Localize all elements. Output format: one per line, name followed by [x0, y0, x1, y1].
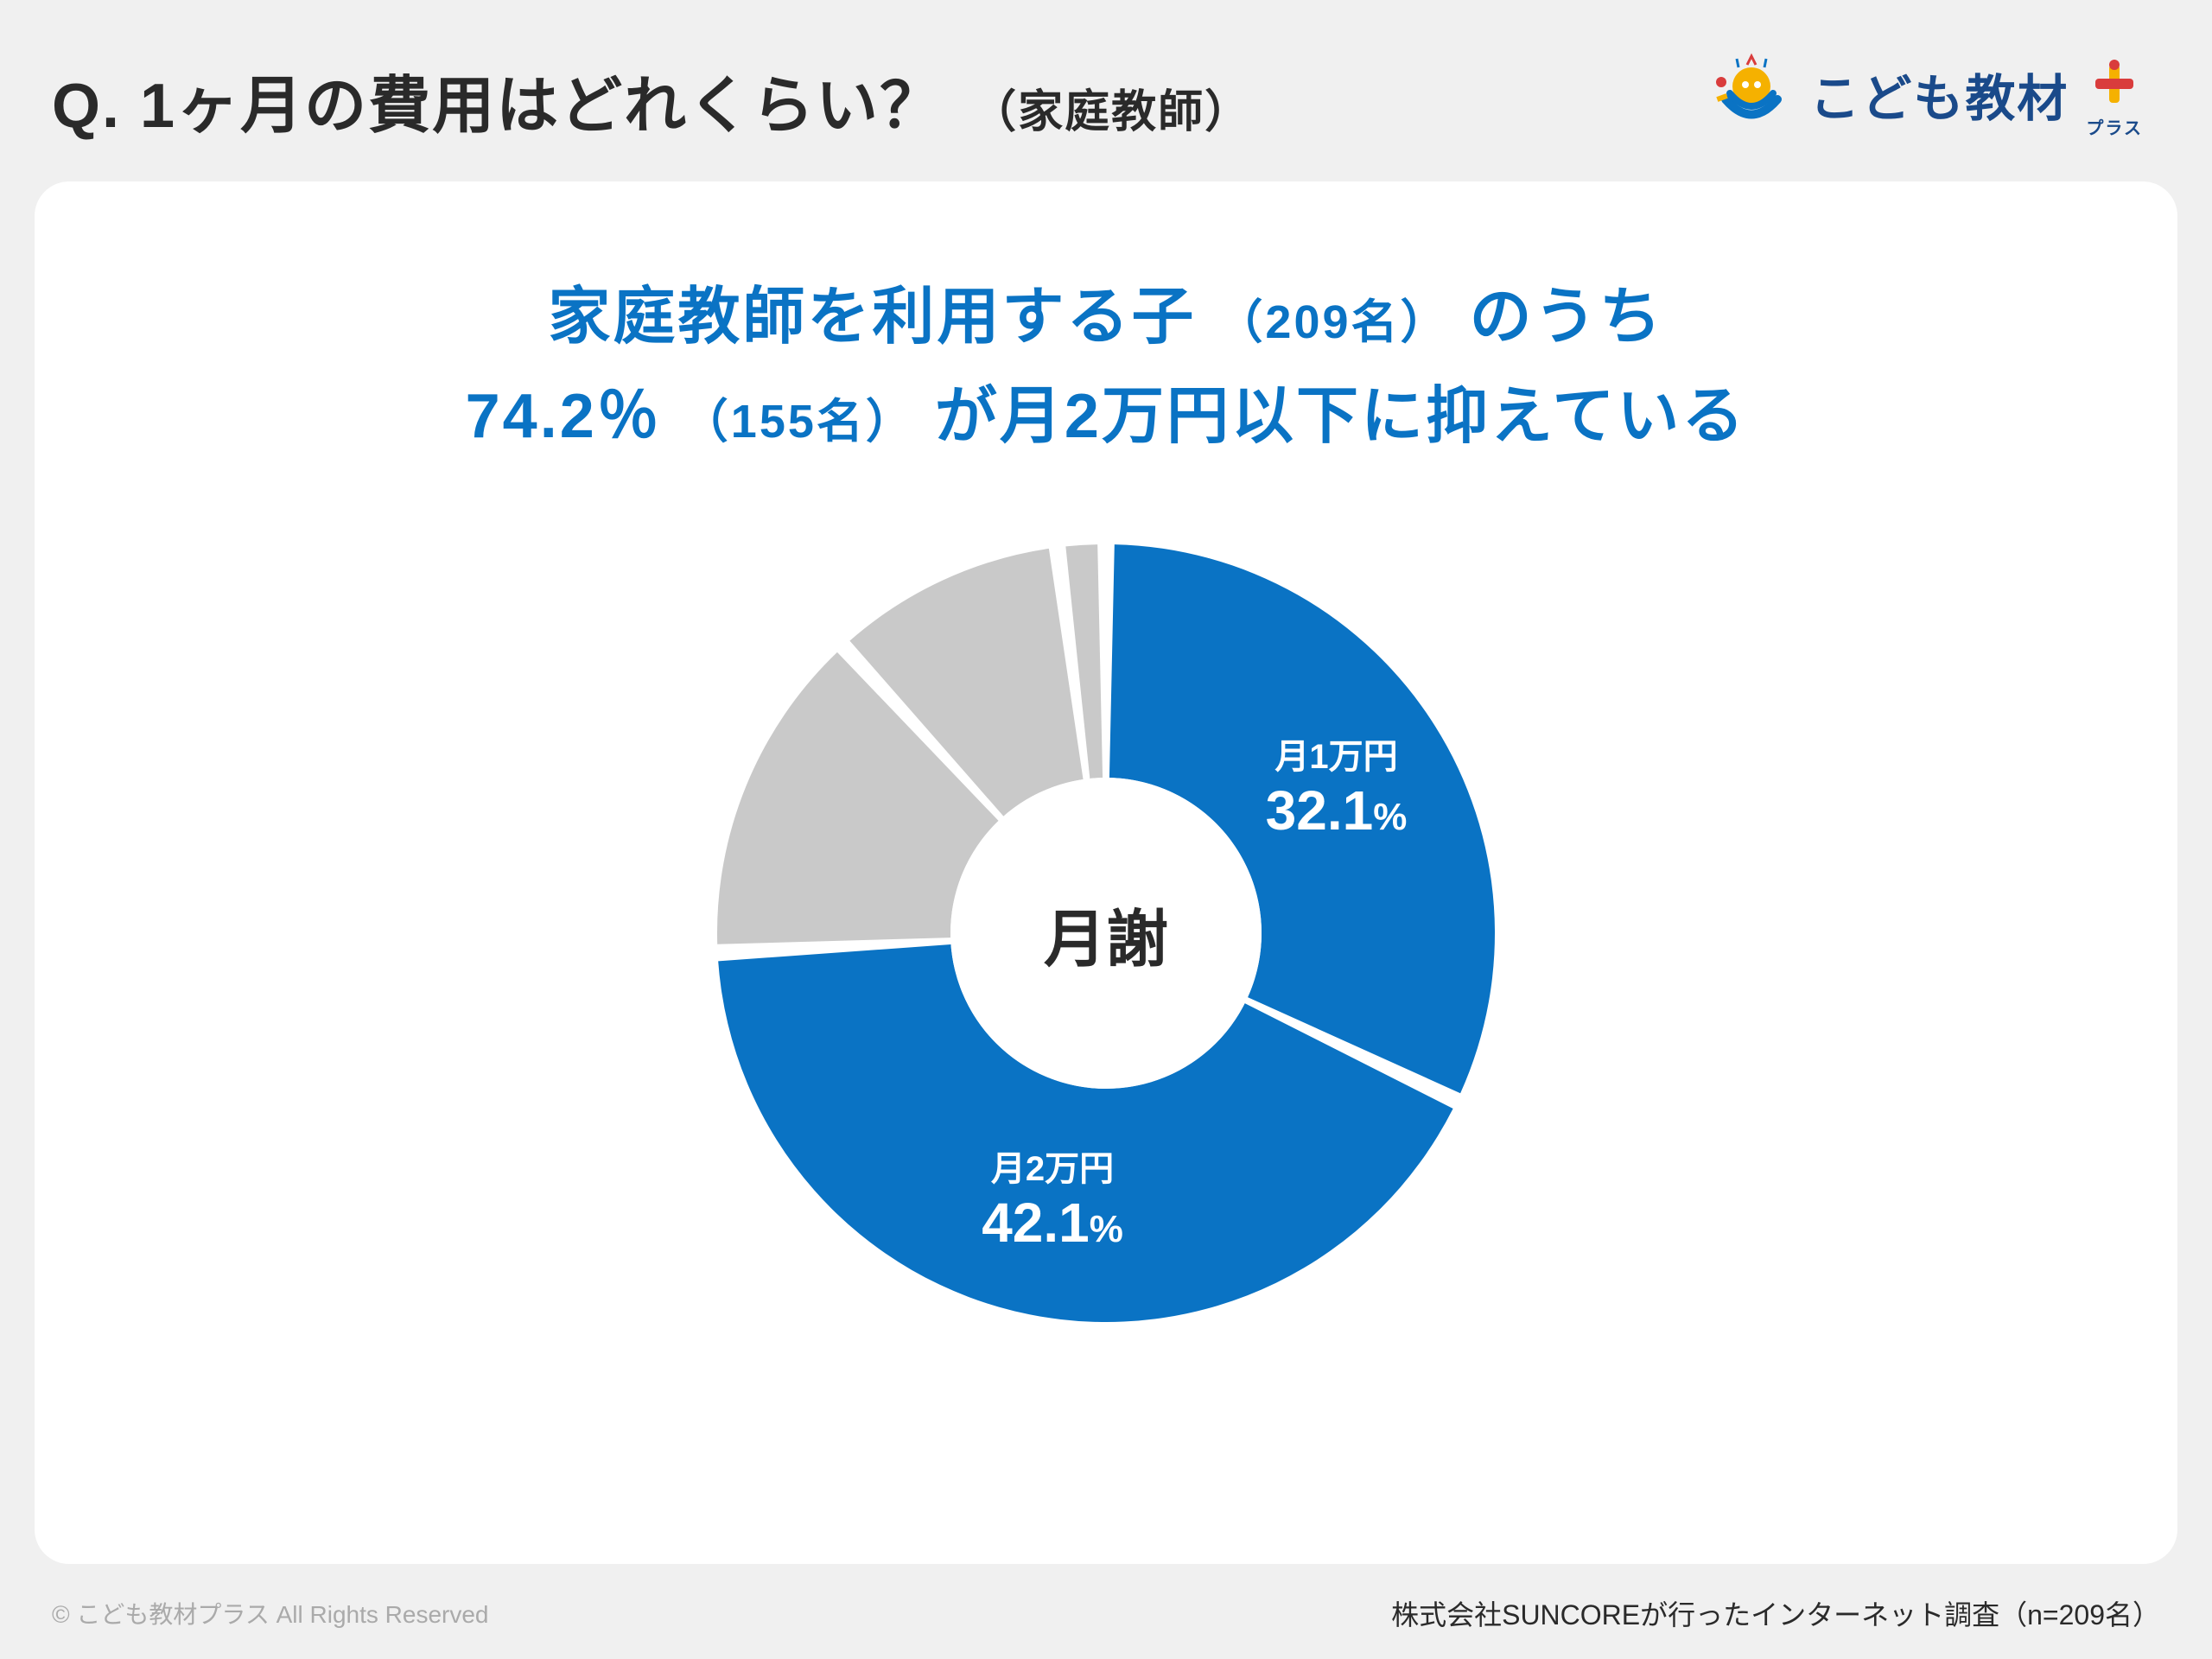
- question-prefix: Q.: [52, 72, 121, 141]
- content-card: 家庭教師を利用する子 （209名） のうち 74.2％ （155名） が月2万円…: [35, 181, 2177, 1564]
- summary-l2-post: が月2万円以下に抑えている: [935, 382, 1746, 451]
- summary-l2-count: （155名）: [682, 396, 915, 448]
- summary-line-2: 74.2％ （155名） が月2万円以下に抑えている: [104, 367, 2108, 467]
- donut-chart: 月謝 月1万円32.1% 月2万円42.1%: [717, 544, 1495, 1322]
- source-text: 株式会社SUNCOREが行ったインターネット調査（n=209名）: [1391, 1593, 2160, 1633]
- chart-container: 月謝 月1万円32.1% 月2万円42.1%: [104, 501, 2108, 1365]
- page-question: Q. 1ヶ月の費用はどれくらい？ （家庭教師）: [52, 54, 1251, 145]
- header: Q. 1ヶ月の費用はどれくらい？ （家庭教師） こども教材: [0, 0, 2212, 181]
- slice-label-value: 42.1%: [957, 1190, 1147, 1256]
- logo-plus-text: プラス: [2086, 114, 2143, 139]
- slice-label: 月1万円32.1%: [1241, 736, 1431, 844]
- summary-l1-count: （209名）: [1216, 296, 1449, 348]
- donut-center-label: 月謝: [950, 778, 1262, 1089]
- logo-text: こども教材: [1809, 74, 2069, 124]
- summary-l1-pre: 家庭教師を利用する子: [548, 283, 1196, 352]
- slice-label: 月2万円42.1%: [957, 1148, 1147, 1256]
- question-sub: （家庭教師）: [971, 87, 1251, 137]
- brand-logo: こども教材 プラス: [1704, 52, 2143, 147]
- plus-icon: [2090, 60, 2139, 113]
- question-main: 1ヶ月の費用はどれくらい？: [140, 72, 944, 141]
- slice-label-top: 月2万円: [957, 1148, 1147, 1190]
- summary-l1-post: のうち: [1470, 283, 1664, 352]
- summary-line-1: 家庭教師を利用する子 （209名） のうち: [104, 268, 2108, 367]
- footer: © こども教材プラス All Rights Reserved 株式会社SUNCO…: [0, 1567, 2212, 1659]
- summary-l2-pct: 74.2％: [466, 382, 662, 451]
- copyright-text: © こども教材プラス All Rights Reserved: [52, 1596, 489, 1630]
- slice-label-value: 32.1%: [1241, 778, 1431, 844]
- logo-plus: プラス: [2086, 60, 2143, 138]
- slice-label-top: 月1万円: [1241, 736, 1431, 778]
- summary-text: 家庭教師を利用する子 （209名） のうち 74.2％ （155名） が月2万円…: [104, 268, 2108, 467]
- logo-main-text: こども教材: [1809, 74, 2069, 124]
- logo-icon: [1704, 52, 1799, 147]
